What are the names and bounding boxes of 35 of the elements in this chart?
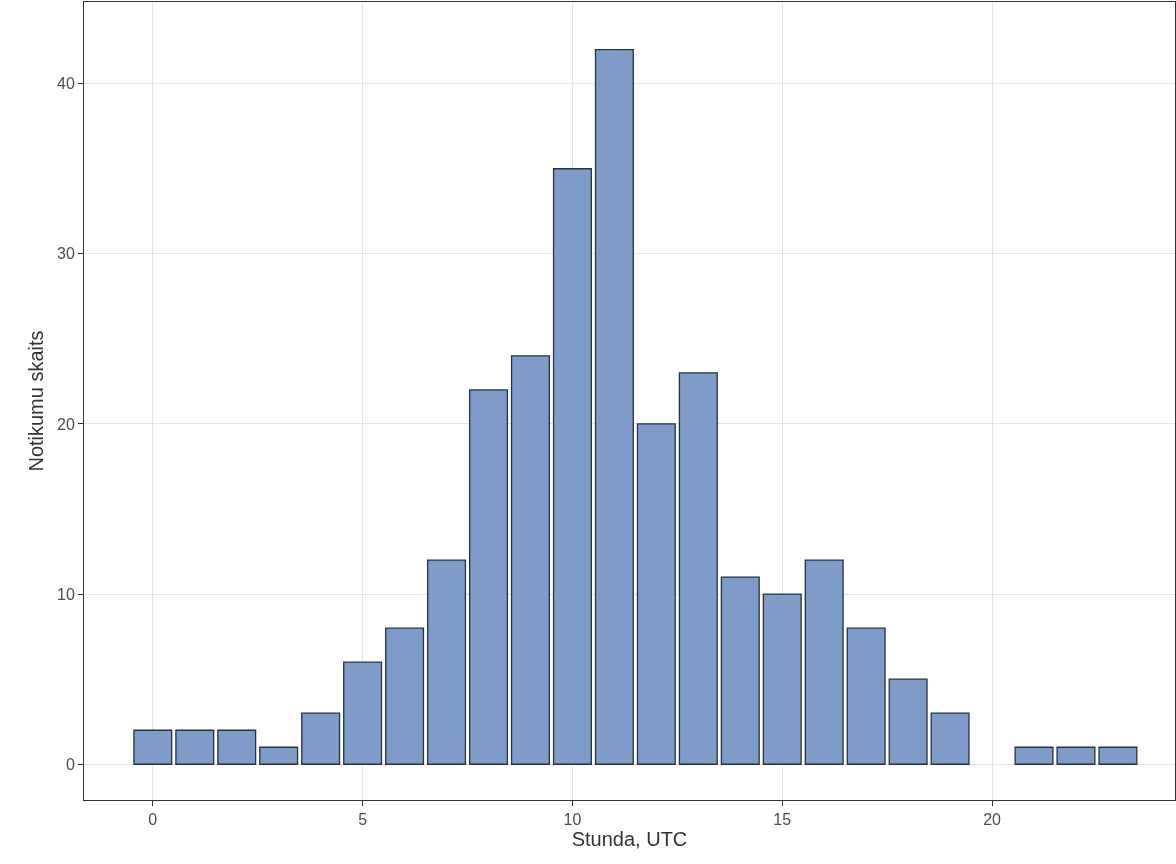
bar [385,627,425,765]
bar [888,678,928,765]
bar [175,729,215,765]
x-tick-label: 20 [983,811,1002,829]
bar [720,576,760,765]
bar [301,712,341,765]
bar [133,729,173,765]
x-tick-label: 10 [563,811,582,829]
y-tick-label: 20 [57,415,75,433]
y-axis-title: Notikumu skaits [24,330,47,472]
bar [846,627,886,765]
bar [427,559,467,765]
y-tick-label: 10 [57,585,75,603]
x-tick-label: 15 [773,811,792,829]
bar [678,372,718,765]
y-tick-label: 40 [57,75,75,93]
bar [1014,746,1054,765]
bar [1098,746,1138,765]
x-tick-label: 0 [148,811,158,829]
bar [1056,746,1096,765]
bar [762,593,802,765]
y-tick-label: 30 [57,245,75,263]
bar [510,355,550,765]
bar [468,389,509,765]
bar [343,661,383,765]
x-tick-label: 5 [358,811,368,829]
bar [636,423,676,765]
bar [552,168,592,765]
x-axis-title: Stunda, UTC [571,828,688,851]
bar [259,746,299,765]
bar [804,559,844,765]
bar [217,729,257,765]
bar [594,48,634,765]
y-tick-label: 0 [65,755,75,773]
bar [930,712,970,765]
